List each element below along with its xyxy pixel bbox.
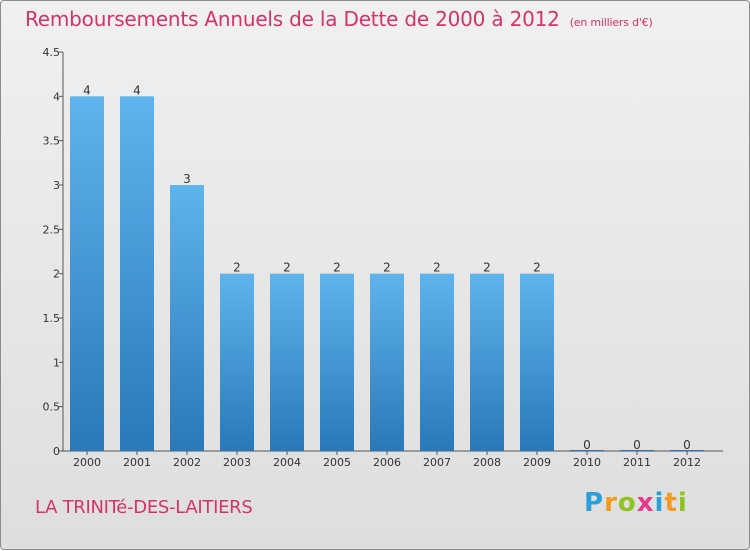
x-tick-label: 2009 [523, 456, 551, 469]
x-tick-label: 2006 [373, 456, 401, 469]
x-tick-label: 2005 [323, 456, 351, 469]
bar-2012 [670, 450, 704, 451]
bar-2005 [320, 273, 354, 451]
value-label: 2 [333, 261, 341, 275]
x-tick-label: 2003 [223, 456, 251, 469]
logo-letter: o [617, 488, 637, 518]
x-tick-label: 2001 [123, 456, 151, 469]
y-tick-label: 0 [53, 445, 60, 458]
proxiti-logo[interactable]: Proxiti [584, 488, 688, 518]
bar-2003 [220, 273, 254, 451]
value-label: 4 [133, 83, 141, 97]
bar-2008 [470, 273, 504, 451]
logo-letter: t [664, 488, 678, 518]
logo-letter: r [604, 488, 618, 518]
value-label: 3 [183, 172, 191, 186]
logo-letter: x [636, 488, 655, 518]
bar-2002 [170, 185, 204, 451]
x-tick-label: 2011 [623, 456, 651, 469]
y-tick-label: 2 [53, 268, 60, 281]
y-tick-label: 4 [53, 90, 60, 103]
value-label: 2 [383, 261, 391, 275]
bar-2000 [70, 96, 104, 451]
bar-2007 [420, 273, 454, 451]
commune-name: LA TRINITé-DES-LAITIERS [35, 497, 253, 518]
y-tick-label: 1 [53, 356, 60, 369]
bar-2001 [120, 96, 154, 451]
bar-2011 [620, 450, 654, 451]
y-tick-label: 0.5 [43, 401, 61, 414]
logo-letter: P [584, 488, 605, 518]
x-tick-label: 2008 [473, 456, 501, 469]
value-label: 0 [583, 438, 591, 452]
value-label: 2 [483, 261, 491, 275]
value-label: 2 [283, 261, 291, 275]
chart-title: Remboursements Annuels de la Dette de 20… [25, 7, 653, 31]
value-label: 2 [433, 261, 441, 275]
value-label: 0 [683, 438, 691, 452]
x-tick-label: 2012 [673, 456, 701, 469]
bar-2010 [570, 450, 604, 451]
value-label: 2 [533, 261, 541, 275]
y-tick-label: 2.5 [43, 223, 61, 236]
x-tick-label: 2010 [573, 456, 601, 469]
logo-letter: i [654, 488, 665, 518]
unit-note: (en milliers d'€) [569, 16, 653, 29]
value-label: 0 [633, 438, 641, 452]
bar-2006 [370, 273, 404, 451]
x-tick-label: 2002 [173, 456, 201, 469]
labels: 2000420014200232003220042200522006220072… [73, 83, 701, 469]
value-label: 2 [233, 261, 241, 275]
y-tick-label: 3.5 [43, 135, 61, 148]
bars [70, 96, 704, 451]
y-tick-label: 1.5 [43, 312, 61, 325]
x-tick-label: 2004 [273, 456, 301, 469]
x-tick-label: 2000 [73, 456, 101, 469]
logo-letter: i [677, 488, 688, 518]
bar-2009 [520, 273, 554, 451]
y-tick-label: 4.5 [43, 46, 61, 59]
chart-title-text: Remboursements Annuels de la Dette de 20… [25, 7, 560, 31]
value-label: 4 [83, 83, 91, 97]
x-tick-label: 2007 [423, 456, 451, 469]
y-tick-label: 3 [53, 179, 60, 192]
bar-2004 [270, 273, 304, 451]
